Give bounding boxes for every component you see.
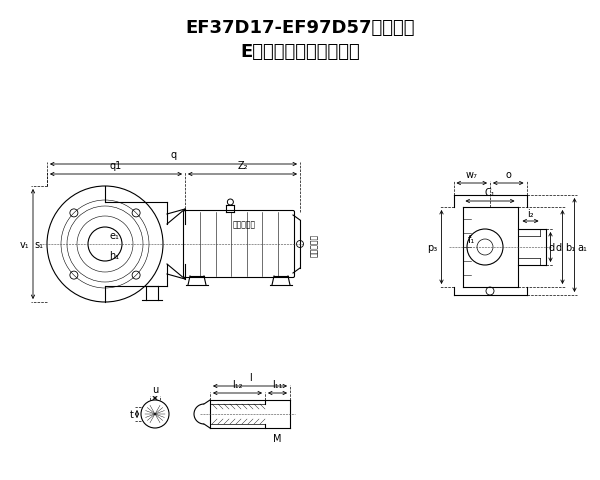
Text: EF37D17-EF97D57法兰安装: EF37D17-EF97D57法兰安装 [185,19,415,37]
Text: C₁: C₁ [485,188,496,198]
Text: w₇: w₇ [466,169,478,180]
Text: o: o [505,169,511,180]
Text: p₃: p₃ [427,242,437,252]
Text: Z₂: Z₂ [237,161,248,171]
Text: h₁: h₁ [109,251,119,261]
Text: v₁: v₁ [19,240,29,250]
Text: d: d [556,242,562,252]
Text: l₁₂: l₁₂ [232,379,243,389]
Text: q: q [170,150,176,160]
Text: l₁₁: l₁₁ [272,379,283,389]
Text: E系列双级外形安装尺寸: E系列双级外形安装尺寸 [240,43,360,61]
Text: q1: q1 [110,161,122,171]
Text: M: M [273,433,282,443]
Text: i₂: i₂ [527,209,534,218]
Text: f₁: f₁ [467,235,475,244]
Text: u: u [152,384,158,394]
Text: b₁: b₁ [566,242,575,252]
Text: a₁: a₁ [577,242,587,252]
Text: s₁: s₁ [34,240,43,250]
Text: t: t [130,409,134,419]
Text: e₁: e₁ [109,230,119,240]
Text: 按电机尺寸: 按电机尺寸 [232,220,256,229]
Text: d: d [548,242,554,252]
Text: 按电机尺寸: 按电机尺寸 [310,233,319,256]
Text: l: l [248,372,251,382]
